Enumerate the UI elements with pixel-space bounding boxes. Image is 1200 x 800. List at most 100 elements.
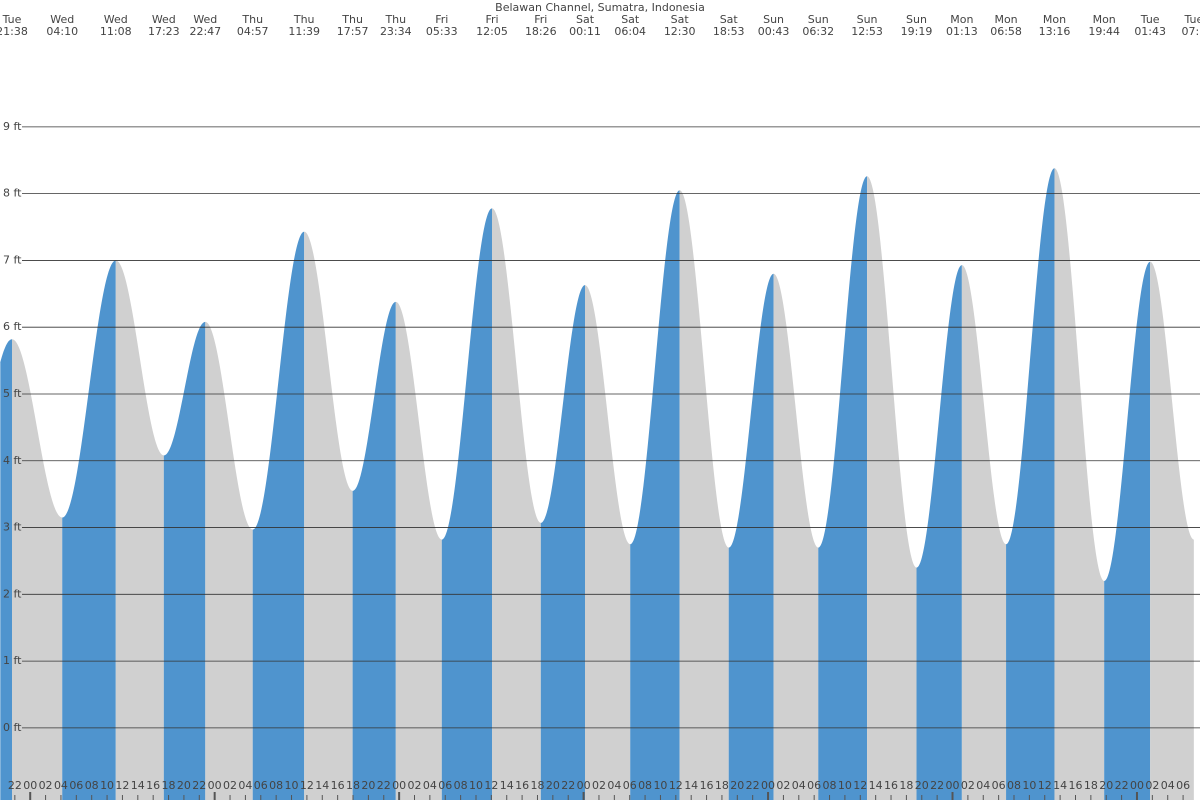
extreme-time: 19:19 xyxy=(901,25,933,38)
extreme-day: Wed xyxy=(104,13,128,26)
extreme-day: Thu xyxy=(293,13,315,26)
x-tick-label: 14 xyxy=(869,779,883,792)
x-tick-label: 02 xyxy=(1145,779,1159,792)
tide-area xyxy=(1054,168,1105,800)
extreme-day: Fri xyxy=(534,13,547,26)
y-tick-label: 4 ft xyxy=(3,454,22,467)
tide-area xyxy=(395,301,442,800)
x-tick-label: 08 xyxy=(85,779,99,792)
x-tick-label: 06 xyxy=(623,779,637,792)
x-tick-label: 22 xyxy=(746,779,760,792)
x-tick-label: 22 xyxy=(192,779,206,792)
extreme-time: 11:39 xyxy=(288,25,320,38)
x-tick-label: 22 xyxy=(1115,779,1129,792)
x-tick-label: 18 xyxy=(1084,779,1098,792)
tide-area xyxy=(867,176,917,800)
x-tick-label: 20 xyxy=(1099,779,1113,792)
x-tick-label: 04 xyxy=(976,779,990,792)
extreme-time: 18:53 xyxy=(713,25,745,38)
tide-area xyxy=(630,190,680,800)
x-tick-label: 00 xyxy=(392,779,406,792)
tide-area xyxy=(352,301,396,800)
x-tick-label: 04 xyxy=(792,779,806,792)
x-tick-label: 16 xyxy=(884,779,898,792)
x-tick-label: 04 xyxy=(423,779,437,792)
tide-area xyxy=(773,273,819,800)
extreme-time: 07:2 xyxy=(1181,25,1200,38)
x-tick-label: 02 xyxy=(592,779,606,792)
x-tick-label: 20 xyxy=(730,779,744,792)
x-tick-label: 16 xyxy=(1068,779,1082,792)
x-tick-label: 16 xyxy=(331,779,345,792)
x-tick-label: 18 xyxy=(899,779,913,792)
extreme-day: Thu xyxy=(241,13,263,26)
y-tick-label: 3 ft xyxy=(3,521,22,534)
tide-area xyxy=(12,339,63,800)
x-tick-label: 08 xyxy=(269,779,283,792)
extreme-time: 18:26 xyxy=(525,25,557,38)
x-tick-label: 06 xyxy=(69,779,83,792)
x-tick-label: 00 xyxy=(23,779,37,792)
tide-area xyxy=(818,176,868,800)
extreme-day: Sun xyxy=(808,13,829,26)
x-tick-label: 18 xyxy=(715,779,729,792)
x-tick-label: 10 xyxy=(285,779,299,792)
extreme-day: Sat xyxy=(621,13,640,26)
x-tick-label: 10 xyxy=(653,779,667,792)
x-tick-label: 18 xyxy=(346,779,360,792)
tide-area xyxy=(252,231,305,800)
x-tick-label: 10 xyxy=(1022,779,1036,792)
x-tick-label: 16 xyxy=(700,779,714,792)
extreme-day: Tue xyxy=(2,13,22,26)
x-tick-label: 20 xyxy=(361,779,375,792)
x-tick-label: 04 xyxy=(238,779,252,792)
x-tick-label: 12 xyxy=(1038,779,1052,792)
x-tick-label: 08 xyxy=(823,779,837,792)
y-tick-label: 0 ft xyxy=(3,721,22,734)
y-tick-label: 8 ft xyxy=(3,187,22,200)
x-tick-label: 00 xyxy=(208,779,222,792)
x-tick-label: 06 xyxy=(254,779,268,792)
x-tick-label: 12 xyxy=(669,779,683,792)
extreme-time: 00:11 xyxy=(569,25,601,38)
extreme-day: Tue xyxy=(1140,13,1160,26)
extreme-time: 06:32 xyxy=(802,25,834,38)
tide-area xyxy=(540,285,585,800)
tide-area xyxy=(62,260,116,800)
x-tick-label: 04 xyxy=(54,779,68,792)
extreme-time: 04:10 xyxy=(46,25,78,38)
y-tick-label: 6 ft xyxy=(3,320,22,333)
x-tick-label: 04 xyxy=(1161,779,1175,792)
x-tick-label: 02 xyxy=(408,779,422,792)
extreme-time: 01:43 xyxy=(1134,25,1166,38)
x-tick-label: 00 xyxy=(577,779,591,792)
extreme-day: Wed xyxy=(193,13,217,26)
x-tick-label: 20 xyxy=(177,779,191,792)
tide-area xyxy=(163,321,206,800)
extreme-day: Mon xyxy=(1093,13,1116,26)
extreme-time: 17:23 xyxy=(148,25,180,38)
extreme-day: Sun xyxy=(857,13,878,26)
tide-area xyxy=(1006,168,1055,800)
y-tick-label: 2 ft xyxy=(3,587,22,600)
x-tick-label: 06 xyxy=(992,779,1006,792)
x-tick-label: 18 xyxy=(162,779,176,792)
extreme-time: 12:05 xyxy=(476,25,508,38)
x-tick-label: 10 xyxy=(838,779,852,792)
extreme-time: 01:13 xyxy=(946,25,978,38)
extreme-day: Thu xyxy=(341,13,363,26)
y-tick-label: 9 ft xyxy=(3,120,22,133)
extreme-time: 06:58 xyxy=(990,25,1022,38)
x-tick-label: 18 xyxy=(530,779,544,792)
tide-area xyxy=(441,208,492,800)
extreme-day: Fri xyxy=(485,13,498,26)
x-tick-label: 02 xyxy=(223,779,237,792)
x-tick-label: 10 xyxy=(469,779,483,792)
tide-area xyxy=(205,321,253,800)
x-tick-label: 06 xyxy=(807,779,821,792)
tide-area xyxy=(1150,261,1194,800)
x-tick-label: 12 xyxy=(115,779,129,792)
x-tick-label: 22 xyxy=(930,779,944,792)
x-tick-label: 08 xyxy=(454,779,468,792)
